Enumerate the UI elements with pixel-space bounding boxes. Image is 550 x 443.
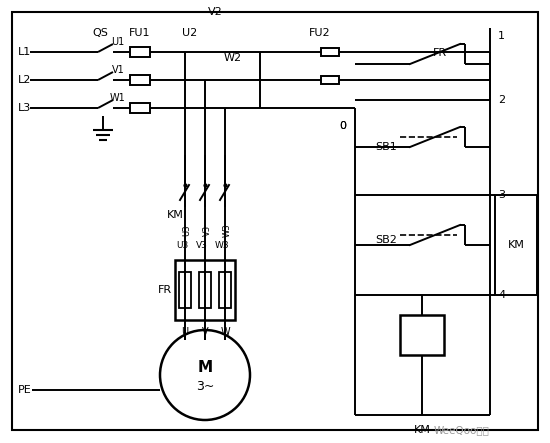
Text: U1: U1: [111, 37, 125, 47]
Bar: [175, 260, 235, 320]
Text: KM: KM: [414, 425, 431, 435]
Text: W3: W3: [223, 223, 232, 237]
Text: FU1: FU1: [129, 28, 151, 38]
Bar: [179, 272, 191, 308]
Text: KM: KM: [508, 240, 525, 250]
Text: U3: U3: [176, 241, 188, 249]
Text: 1: 1: [498, 31, 505, 41]
Text: SB2: SB2: [375, 235, 397, 245]
Text: W1: W1: [110, 93, 126, 103]
Text: V3: V3: [196, 241, 208, 249]
Text: 0: 0: [339, 121, 347, 131]
Text: V1: V1: [112, 65, 124, 75]
Text: M: M: [197, 360, 212, 374]
Text: V3: V3: [202, 225, 212, 236]
Text: U3: U3: [183, 224, 191, 236]
Bar: [130, 47, 150, 57]
Text: KM: KM: [167, 210, 184, 220]
Text: PE: PE: [18, 385, 32, 395]
Text: W2: W2: [224, 53, 242, 63]
Text: FR: FR: [433, 48, 447, 58]
Text: 0: 0: [339, 121, 347, 131]
Text: W: W: [220, 327, 230, 337]
Text: W3: W3: [214, 241, 229, 249]
Text: QS: QS: [92, 28, 108, 38]
Bar: [400, 315, 444, 355]
Text: 4: 4: [498, 290, 505, 300]
Text: 3: 3: [498, 190, 505, 200]
Text: 3~: 3~: [196, 381, 214, 393]
Text: FU2: FU2: [309, 28, 331, 38]
Text: L2: L2: [18, 75, 31, 85]
Text: V2: V2: [208, 7, 222, 17]
Text: L3: L3: [18, 103, 31, 113]
Text: L1: L1: [18, 47, 31, 57]
Text: FR: FR: [158, 285, 172, 295]
Bar: [495, 195, 537, 295]
Bar: [321, 76, 339, 84]
Bar: [199, 272, 211, 308]
Text: U2: U2: [183, 28, 197, 38]
Text: V: V: [202, 327, 208, 337]
Text: WeeQoo维库: WeeQoo维库: [434, 425, 490, 435]
Text: 2: 2: [498, 95, 505, 105]
Bar: [130, 103, 150, 113]
Bar: [321, 48, 339, 56]
Text: U: U: [182, 327, 189, 337]
Bar: [130, 75, 150, 85]
Text: SB1: SB1: [375, 142, 397, 152]
Bar: [219, 272, 231, 308]
